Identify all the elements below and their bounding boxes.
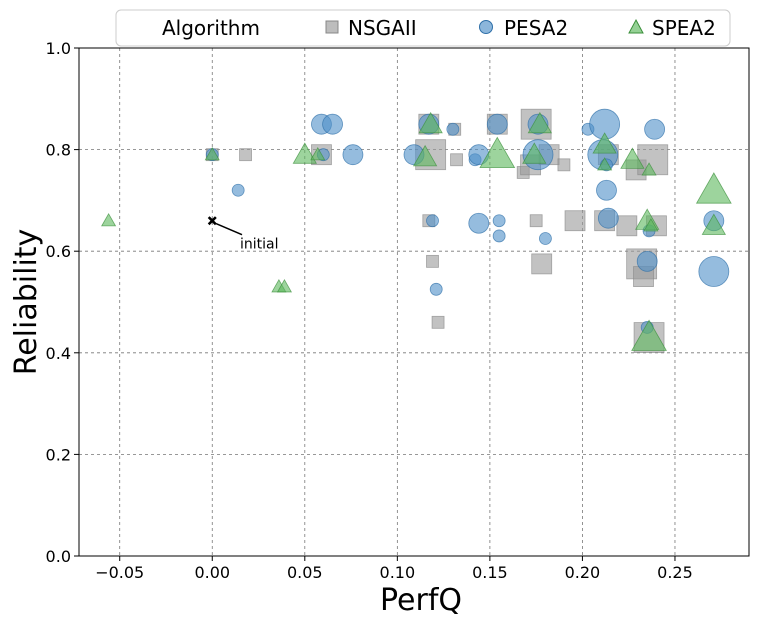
data-points xyxy=(101,108,732,353)
legend-label-nsgaii: NSGAII xyxy=(348,16,417,40)
y-axis-label: Reliability xyxy=(9,229,44,376)
nsgaii-point xyxy=(564,210,586,232)
x-tick-label: 0.20 xyxy=(565,563,601,582)
spea2-point xyxy=(292,142,317,164)
annotation-arrow xyxy=(215,223,243,236)
pesa2-point xyxy=(596,179,617,201)
legend-box xyxy=(115,9,731,47)
spea2-point xyxy=(592,132,617,154)
pesa2-point xyxy=(539,232,552,245)
x-axis-label: PerfQ xyxy=(380,583,462,618)
pesa2-point xyxy=(468,212,490,234)
y-tick-label: 0.6 xyxy=(46,242,71,261)
pesa2-point xyxy=(342,144,364,166)
nsgaii-point xyxy=(426,254,439,268)
spea2-point xyxy=(641,162,657,176)
pesa2-point xyxy=(446,122,460,136)
spea2-point xyxy=(101,213,117,227)
spea2-point xyxy=(204,146,220,161)
nsgaii-point xyxy=(557,158,571,172)
nsgaii-point xyxy=(531,253,553,275)
pesa2-point xyxy=(644,118,666,140)
y-tick-label: 0.4 xyxy=(46,344,71,363)
spea2-point xyxy=(412,144,438,167)
spea2-point xyxy=(643,218,659,232)
spea2-point xyxy=(695,172,732,204)
pesa2-point xyxy=(231,183,245,197)
legend: Algorithm NSGAII PESA2 SPEA2 xyxy=(115,9,731,47)
annotation-initial: initial xyxy=(207,216,279,253)
pesa2-point xyxy=(597,207,619,229)
legend-marker-spea2 xyxy=(628,18,644,34)
spea2-point xyxy=(479,136,516,169)
spea2-point xyxy=(527,111,553,134)
pesa2-point xyxy=(486,113,508,135)
spea2-point xyxy=(310,146,326,161)
pesa2-point xyxy=(492,229,506,243)
pesa2-point xyxy=(698,256,730,287)
x-tick-label: 0.15 xyxy=(472,563,508,582)
nsgaii-point xyxy=(450,153,463,167)
pesa2-point xyxy=(492,214,506,228)
y-tick-label: 0.8 xyxy=(46,141,71,160)
nsgaii-point xyxy=(239,148,252,162)
pesa2-point xyxy=(426,214,439,228)
legend-label-spea2: SPEA2 xyxy=(652,16,716,40)
legend-marker-pesa2 xyxy=(479,20,493,34)
series-spea2 xyxy=(101,111,732,351)
pesa2-point xyxy=(322,113,343,135)
spea2-point xyxy=(418,111,443,134)
spea2-point xyxy=(522,142,547,164)
annotation-label: initial xyxy=(240,237,279,253)
pesa2-point xyxy=(636,250,658,272)
spea2-point xyxy=(631,319,667,351)
nsgaii-point xyxy=(616,215,638,237)
legend-title: Algorithm xyxy=(162,16,260,40)
y-tick-label: 1.0 xyxy=(46,39,71,58)
x-tick-label: 0.00 xyxy=(194,563,230,582)
x-tick-label: 0.10 xyxy=(380,563,416,582)
y-tick-label: 0.2 xyxy=(46,445,71,464)
nsgaii-point xyxy=(529,214,543,228)
nsgaii-point xyxy=(431,315,445,329)
spea2-point xyxy=(276,279,293,293)
plot-frame xyxy=(78,47,750,557)
x-tick-label: 0.05 xyxy=(287,563,323,582)
pesa2-point xyxy=(429,282,443,296)
axis-ticks: −0.05 0.00 0.05 0.10 0.15 0.20 0.25 0.0 0.2 0.4 0.… xyxy=(46,39,693,582)
legend-marker-nsgaii xyxy=(325,20,339,34)
spea2-point xyxy=(701,213,727,235)
spea2-point xyxy=(620,147,645,169)
y-tick-label: 0.0 xyxy=(46,547,71,566)
x-tick-label: 0.25 xyxy=(657,563,693,582)
legend-label-pesa2: PESA2 xyxy=(504,16,568,40)
x-tick-label: −0.05 xyxy=(95,563,144,582)
initial-point-marker xyxy=(207,216,217,226)
spea2-point xyxy=(597,157,613,171)
